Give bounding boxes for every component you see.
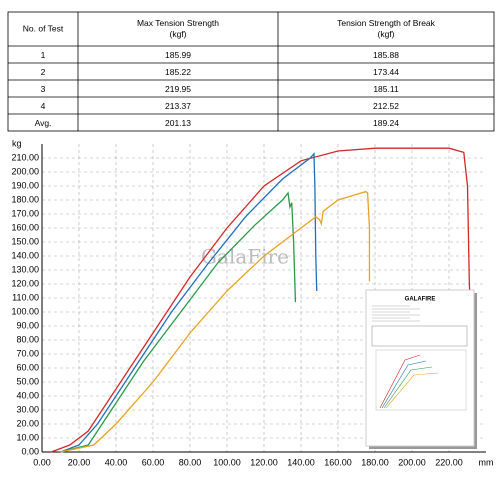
y-tick-label: 70.00 [16, 348, 39, 358]
curve [51, 147, 472, 453]
y-tick-label: 200.00 [11, 166, 39, 176]
y-tick-label: 110.00 [12, 292, 39, 302]
table-cell: 213.37 [165, 101, 191, 111]
table-cell: Avg. [35, 118, 52, 128]
y-tick-label: 210.00 [11, 152, 39, 162]
y-tick-label: 180.00 [11, 194, 39, 204]
curve [60, 152, 318, 453]
y-tick-label: 0.00 [21, 446, 39, 456]
x-tick-label: 160.00 [324, 457, 352, 467]
chart: 0.00 10.00 20.00 30.00 40.00 50.00 60.00 70.00 8… [11, 138, 493, 467]
table-cell: 4 [41, 101, 46, 111]
x-tick-label: 0.00 [33, 457, 51, 467]
table-cell: 1 [41, 50, 46, 60]
table-cell: 173.44 [373, 67, 399, 77]
x-tick-label: 40.00 [105, 457, 128, 467]
x-tick-label: 60.00 [142, 457, 165, 467]
x-tick-label: 120.00 [250, 457, 278, 467]
x-axis-label: mm [479, 457, 494, 467]
y-tick-label: 100.00 [11, 306, 39, 316]
inset-table [371, 325, 468, 347]
inset-page [365, 289, 475, 447]
x-tick-label: 100.00 [213, 457, 241, 467]
curve [60, 190, 371, 453]
table-cell: 185.99 [165, 50, 191, 60]
y-tick-label: 170.00 [11, 208, 39, 218]
table-cell: 201.13 [165, 118, 191, 128]
y-tick-label: 160.00 [11, 222, 39, 232]
table-cell: 212.52 [373, 101, 399, 111]
y-tick-label: 80.00 [16, 334, 39, 344]
y-tick-label: 130.00 [11, 264, 39, 274]
inset-chart [375, 349, 467, 411]
y-tick-label: 30.00 [16, 404, 39, 414]
x-tick-label: 20.00 [68, 457, 91, 467]
x-tick-label: 220.00 [435, 457, 463, 467]
table-cell: 219.95 [165, 84, 191, 94]
curve [60, 191, 297, 453]
y-tick-label: 20.00 [16, 418, 39, 428]
inset-image: GALAFIRE [365, 289, 477, 449]
y-tick-label: 90.00 [16, 320, 39, 330]
x-tick-label: 180.00 [361, 457, 389, 467]
inset-curve [381, 360, 427, 409]
x-tick-label: 140.00 [287, 457, 315, 467]
y-tick-label: 190.00 [11, 180, 39, 190]
x-tick-label: 80.00 [179, 457, 202, 467]
y-axis-label: kg [12, 138, 22, 148]
y-tick-label: 140.00 [11, 250, 39, 260]
y-tick-label: 10.00 [16, 432, 39, 442]
header-cell: (kgf) [378, 29, 395, 39]
y-tick-label: 40.00 [16, 390, 39, 400]
x-tick-label: 200.00 [398, 457, 426, 467]
table-cell: 2 [41, 67, 46, 77]
header-cell: No. of Test [23, 23, 64, 33]
inset-curve [385, 372, 439, 409]
y-tick-label: 50.00 [16, 376, 39, 386]
inset-curve [379, 354, 421, 409]
table-cell: 185.22 [165, 67, 191, 77]
header-cell: (kgf) [170, 29, 187, 39]
table-cell: 185.11 [373, 84, 399, 94]
inset-curve [383, 366, 433, 409]
header-cell: Max Tension Strength [137, 18, 219, 28]
y-tick-label: 120.00 [11, 278, 39, 288]
table-cell: 3 [41, 84, 46, 94]
y-tick-label: 150.00 [11, 236, 39, 246]
y-tick-label: 60.00 [16, 362, 39, 372]
inset-title: GALAFIRE [405, 297, 436, 303]
table-border [7, 11, 495, 132]
table-cell: 185.88 [373, 50, 399, 60]
table-cell: 189.24 [373, 118, 399, 128]
header-cell: Tension Strength of Break [337, 18, 436, 28]
